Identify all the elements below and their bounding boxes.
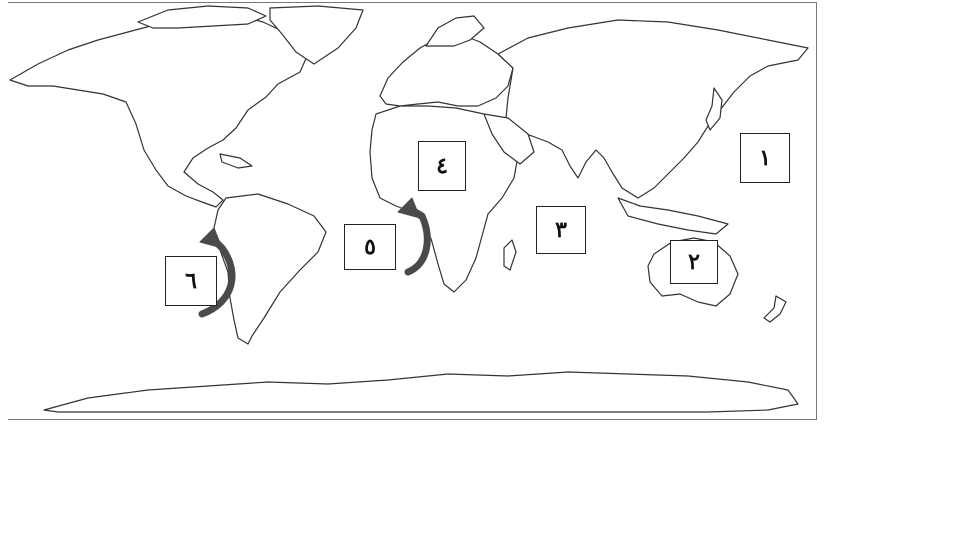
- antarctica: [43, 371, 799, 413]
- new-zealand: [763, 295, 787, 323]
- caribbean: [219, 153, 253, 169]
- north-america: [9, 13, 309, 208]
- greenland: [269, 5, 364, 65]
- europe: [379, 33, 514, 107]
- asia: [497, 19, 809, 199]
- arabian-peninsula: [483, 113, 535, 165]
- region-box-4: ٤: [418, 141, 466, 191]
- region-box-5: ٥: [344, 224, 396, 270]
- southeast-asia-islands: [617, 197, 729, 235]
- scandinavia: [425, 15, 485, 47]
- region-box-6: ٦: [165, 256, 217, 306]
- arctic-islands: [137, 5, 267, 29]
- region-box-3: ٣: [536, 206, 586, 254]
- curved-arrow-icon: [198, 227, 236, 318]
- region-box-2: ٢: [670, 240, 718, 284]
- japan: [705, 87, 723, 131]
- region-box-1: ١: [740, 133, 790, 183]
- madagascar: [503, 239, 517, 271]
- world-map: [9, 5, 809, 413]
- curved-arrow-icon: [397, 197, 431, 276]
